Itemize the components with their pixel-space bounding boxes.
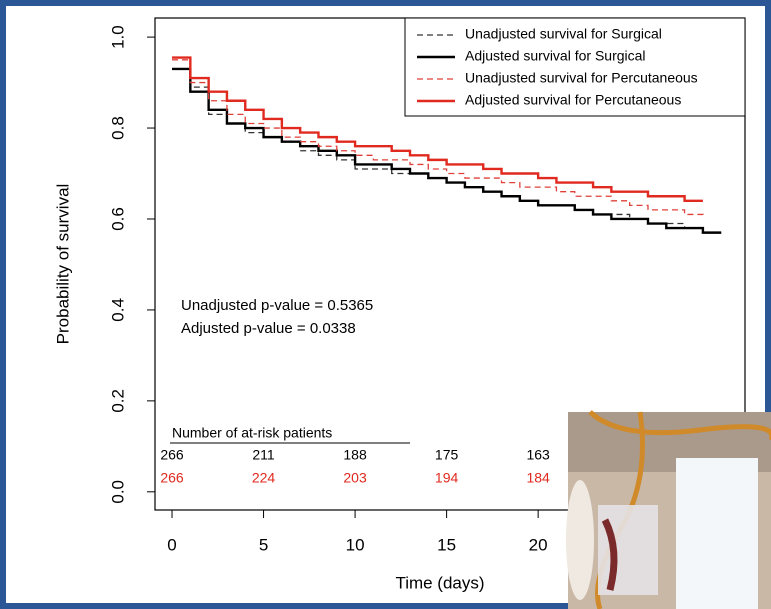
screenshot: 0.0 0.2 0.4 0.6 0.8 1.0 0 5 10 15 20 Time (days) Pro… xyxy=(0,0,771,609)
legend-label: Adjusted survival for Percutaneous xyxy=(465,92,681,108)
y-tick-label: 0.8 xyxy=(108,116,127,140)
at-risk-title: Number of at-risk patients xyxy=(172,425,332,441)
y-tick-label: 0.4 xyxy=(108,298,127,322)
at-risk-count: 266 xyxy=(160,447,184,463)
at-risk-count: 203 xyxy=(343,470,367,486)
at-risk-count: 188 xyxy=(343,447,367,463)
y-tick-label: 0.2 xyxy=(108,389,127,413)
at-risk-count: 163 xyxy=(526,447,550,463)
x-tick-label: 5 xyxy=(259,535,268,554)
y-tick-label: 0.6 xyxy=(108,207,127,231)
y-tick-label: 1.0 xyxy=(108,25,127,49)
legend-label: Unadjusted survival for Percutaneous xyxy=(465,70,698,86)
legend-label: Adjusted survival for Surgical xyxy=(465,48,646,64)
x-tick-label: 10 xyxy=(346,535,365,554)
at-risk-count: 184 xyxy=(526,470,550,486)
x-tick-label: 0 xyxy=(167,535,176,554)
at-risk-count: 266 xyxy=(160,470,184,486)
at-risk-count: 194 xyxy=(435,470,459,486)
x-axis-label: Time (days) xyxy=(395,573,484,592)
legend-label: Unadjusted survival for Surgical xyxy=(465,26,662,42)
inset-photo xyxy=(566,412,771,609)
y-axis-label: Probability of survival xyxy=(53,184,72,345)
at-risk-count: 175 xyxy=(435,447,459,463)
at-risk-count: 211 xyxy=(252,447,275,463)
at-risk-count: 224 xyxy=(252,470,276,486)
annotation: Adjusted p-value = 0.0338 xyxy=(181,320,356,337)
x-tick-label: 20 xyxy=(529,535,548,554)
annotation: Unadjusted p-value = 0.5365 xyxy=(181,297,373,314)
y-tick-label: 0.0 xyxy=(108,480,127,504)
chart: 0.0 0.2 0.4 0.6 0.8 1.0 0 5 10 15 20 Time (days) Pro… xyxy=(0,0,771,609)
x-tick-label: 15 xyxy=(437,535,456,554)
